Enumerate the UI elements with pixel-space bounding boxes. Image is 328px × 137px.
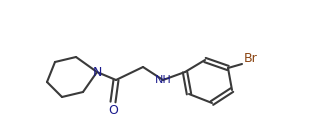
- Text: NH: NH: [154, 75, 171, 85]
- Text: Br: Br: [244, 52, 258, 65]
- Text: N: N: [92, 65, 102, 79]
- Text: O: O: [108, 104, 118, 117]
